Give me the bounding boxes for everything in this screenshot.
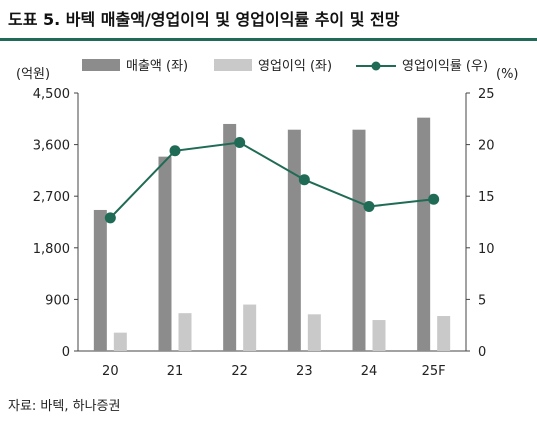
bar-operating-income	[178, 313, 192, 351]
bar-revenue	[93, 209, 107, 351]
x-tick-label: 25F	[422, 364, 446, 379]
x-tick-label: 22	[231, 364, 248, 379]
point-operating-margin	[428, 193, 440, 205]
x-tick-label: 20	[102, 364, 119, 379]
bar-operating-income	[307, 314, 321, 351]
point-operating-margin	[169, 145, 181, 157]
y-right-tick-label: 25	[478, 87, 495, 102]
line-operating-margin	[109, 141, 434, 219]
y-right-tick-label: 15	[478, 190, 495, 205]
bar-revenue	[352, 129, 366, 351]
bar-operating-income	[372, 320, 386, 351]
bar-revenue	[158, 156, 172, 351]
y-left-tick-label: 900	[45, 293, 70, 308]
y-left-tick-label: 1,800	[33, 242, 70, 257]
legend-swatch-operating-margin-dot	[371, 61, 381, 71]
point-operating-margin	[234, 137, 246, 149]
x-tick-label: 24	[361, 364, 378, 379]
y-left-tick-label: 0	[62, 345, 70, 360]
x-tick-label: 23	[296, 364, 313, 379]
bar-operating-income	[243, 304, 257, 351]
y-left-tick-label: 3,600	[33, 139, 70, 154]
legend-swatch-operating-income	[214, 59, 252, 71]
point-operating-margin	[104, 212, 116, 224]
bar-operating-income	[113, 332, 127, 351]
y-left-axis-label: (억원)	[16, 67, 50, 82]
source-note: 자료: 바텍, 하나증권	[8, 399, 121, 414]
title-rule	[0, 38, 537, 41]
bar-revenue	[223, 123, 237, 352]
bar-operating-income	[437, 316, 451, 351]
legend-label-revenue: 매출액 (좌)	[126, 59, 188, 74]
y-right-tick-label: 20	[478, 139, 495, 154]
legend-swatch-revenue	[82, 59, 120, 71]
bar-revenue	[417, 117, 431, 351]
y-right-tick-label: 5	[478, 293, 486, 308]
y-right-tick-label: 10	[478, 242, 495, 257]
x-tick-label: 21	[167, 364, 184, 379]
legend-label-operating-margin: 영업이익률 (우)	[402, 59, 488, 74]
chart-title: 도표 5. 바텍 매출액/영업이익 및 영업이익률 추이 및 전망	[8, 10, 400, 29]
point-operating-margin	[298, 174, 310, 186]
y-right-tick-label: 0	[478, 345, 486, 360]
y-right-axis-label: (%)	[496, 67, 519, 82]
legend-label-operating-income: 영업이익 (좌)	[258, 59, 332, 74]
y-left-tick-label: 2,700	[33, 190, 70, 205]
bar-revenue	[287, 129, 301, 351]
point-operating-margin	[363, 201, 375, 213]
y-left-tick-label: 4,500	[33, 87, 70, 102]
